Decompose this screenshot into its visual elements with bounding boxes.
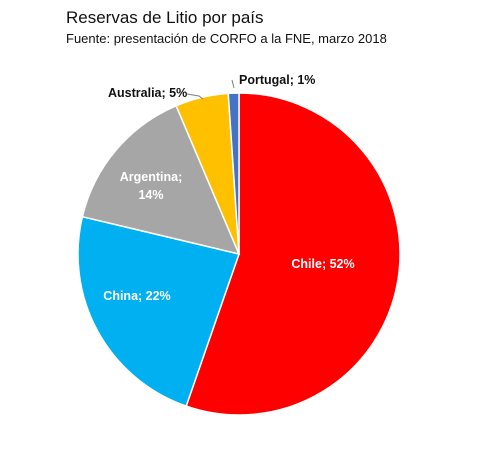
- chart-title: Reservas de Litio por país: [66, 8, 264, 27]
- leader-line-portugal: [231, 79, 235, 89]
- pie-slice-portugal: [227, 92, 240, 255]
- data-label-china: China; 22%: [103, 289, 170, 303]
- pie-slice-china: [77, 215, 240, 408]
- data-label-chile: Chile; 52%: [291, 257, 354, 271]
- chart-subtitle: Fuente: presentación de CORFO a la FNE, …: [66, 31, 387, 46]
- leader-lines: [186, 79, 235, 100]
- pie-slices: [77, 92, 401, 416]
- data-label-portugal: Portugal; 1%: [239, 73, 315, 87]
- leader-line-australia: [186, 93, 204, 100]
- data-label-argentina: Argentina;: [120, 170, 183, 184]
- data-label-argentina-value: 14%: [138, 188, 163, 202]
- pie-slice-argentina: [81, 104, 241, 256]
- data-label-australia: Australia; 5%: [108, 86, 187, 100]
